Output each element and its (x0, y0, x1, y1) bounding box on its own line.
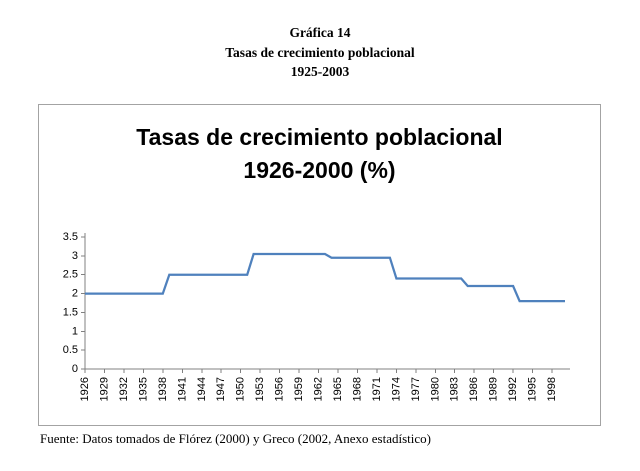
x-tick-label: 1956 (274, 377, 286, 401)
chart-title: Tasas de crecimiento poblacional 1926-20… (39, 121, 600, 187)
y-tick-label: 3.5 (63, 231, 78, 243)
y-tick-label: 2 (72, 288, 78, 300)
x-tick-label: 1983 (449, 377, 461, 401)
x-tick-label: 1977 (410, 377, 422, 401)
x-tick-label: 1968 (351, 377, 363, 401)
y-tick-label: 1 (72, 325, 78, 337)
x-tick-label: 1944 (196, 377, 208, 401)
document-heading: Gráfica 14 Tasas de crecimiento poblacio… (0, 23, 640, 82)
x-tick-label: 1938 (157, 377, 169, 401)
x-tick-label: 1941 (176, 377, 188, 401)
growth-rate-series-line (85, 252, 565, 303)
chart-title-line2: 1926-2000 (%) (243, 157, 396, 183)
x-tick-label: 1998 (546, 377, 558, 401)
x-tick-label: 1950 (235, 377, 247, 401)
line-chart: 0 0.5 1 1.5 2 2.5 3 3.5 1926 1929 1932 1935 1938 1941… (63, 231, 570, 401)
doc-heading-period: 1925-2003 (290, 64, 350, 79)
x-tick-label: 1965 (332, 377, 344, 401)
x-tick-label: 1971 (371, 377, 383, 401)
x-tick-label: 1953 (254, 377, 266, 401)
x-tick-label: 1926 (79, 377, 91, 401)
x-tick-label: 1929 (98, 377, 110, 401)
x-tick-label: 1980 (429, 377, 441, 401)
chart-title-line1: Tasas de crecimiento poblacional (136, 124, 503, 150)
doc-heading-graph-number: Gráfica 14 (289, 25, 351, 40)
doc-heading-title: Tasas de crecimiento poblacional (225, 44, 415, 60)
source-note: Fuente: Datos tomados de Flórez (2000) y… (40, 431, 431, 446)
y-tick-label: 0.5 (63, 344, 78, 356)
x-tick-label: 1962 (313, 377, 325, 401)
y-tick-label: 1.5 (63, 306, 78, 318)
x-tick-label: 1989 (488, 377, 500, 401)
y-tick-label: 0 (72, 363, 78, 375)
x-tick-label: 1992 (507, 377, 519, 401)
x-tick-label: 1986 (468, 377, 480, 401)
y-tick-label: 2.5 (63, 269, 78, 281)
x-tick-label: 1995 (527, 377, 539, 401)
x-tick-label: 1974 (390, 377, 402, 401)
x-tick-label: 1932 (118, 377, 130, 401)
x-tick-label: 1935 (137, 377, 149, 401)
chart-container: Tasas de crecimiento poblacional 1926-20… (38, 104, 601, 426)
x-tick-label: 1947 (215, 377, 227, 401)
y-tick-label: 3 (72, 250, 78, 262)
x-tick-label: 1959 (293, 377, 305, 401)
